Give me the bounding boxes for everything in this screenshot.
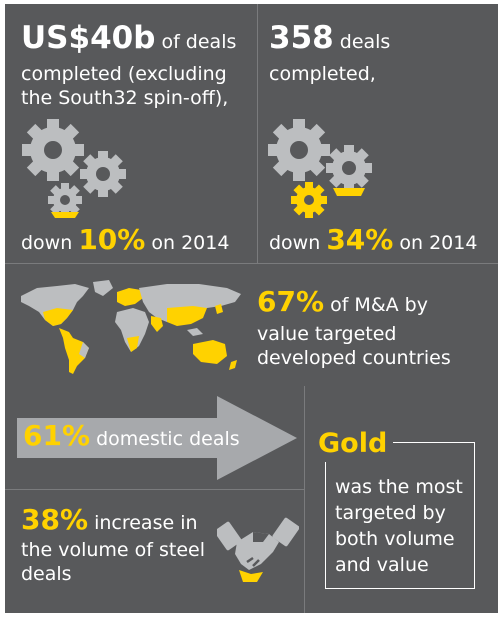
developed-highlight: 67% bbox=[257, 285, 325, 318]
stat-steel-text: 38% increase in the volume of steel deal… bbox=[21, 506, 221, 586]
divider-vertical-bottom bbox=[304, 386, 305, 613]
developed-line3: developed countries bbox=[257, 347, 451, 369]
world-map-icon bbox=[21, 280, 241, 374]
deal-value-line3: the South32 spin-off), bbox=[21, 87, 229, 109]
infographic-panel: US$40b of deals completed (excluding the… bbox=[5, 4, 498, 613]
gold-highlight: Gold bbox=[318, 428, 388, 459]
developed-line1: of M&A by bbox=[324, 294, 428, 316]
gold-line2: targeted by bbox=[335, 502, 446, 524]
stat-gold-text: was the most targeted by both volume and… bbox=[335, 474, 471, 578]
deal-count-change: down 34% on 2014 bbox=[269, 226, 478, 255]
gold-bracket-right bbox=[474, 442, 475, 589]
deal-count-change-prefix: down bbox=[269, 232, 327, 254]
deal-value-line1: of deals bbox=[155, 31, 237, 53]
steel-highlight: 38% bbox=[21, 503, 89, 536]
stat-domestic-text: 61% domestic deals bbox=[23, 422, 240, 451]
gold-line1: was the most bbox=[335, 476, 463, 498]
deal-value-change-prefix: down bbox=[21, 232, 79, 254]
stat-deal-count-text: 358 deals completed, bbox=[269, 23, 494, 86]
steel-line2: the volume of steel bbox=[21, 539, 206, 561]
gold-heading: Gold bbox=[318, 428, 387, 459]
deal-count-change-suffix: on 2014 bbox=[393, 232, 478, 254]
arrow-icon bbox=[17, 396, 297, 480]
gold-bracket-bottom bbox=[325, 588, 475, 589]
steel-line3: deals bbox=[21, 563, 72, 585]
steel-line1: increase in bbox=[88, 512, 198, 534]
deal-value-change-suffix: on 2014 bbox=[145, 232, 230, 254]
gold-bracket-left bbox=[325, 462, 326, 589]
deal-count-line2: completed, bbox=[269, 63, 376, 85]
gold-line4: and value bbox=[335, 554, 429, 576]
deal-count-line1: deals bbox=[333, 31, 391, 53]
divider-vertical-top bbox=[257, 4, 258, 263]
gears-icon bbox=[268, 119, 372, 218]
stat-deal-value-text: US$40b of deals completed (excluding the… bbox=[21, 23, 253, 110]
gears-icon bbox=[22, 119, 126, 226]
deal-value-highlight: US$40b bbox=[21, 20, 156, 56]
domestic-text: domestic deals bbox=[90, 428, 240, 450]
deal-value-change-value: 10% bbox=[78, 223, 146, 256]
domestic-highlight: 61% bbox=[23, 419, 91, 452]
gold-line3: both volume bbox=[335, 528, 455, 550]
gold-bracket-top bbox=[393, 442, 475, 443]
deal-count-change-value: 34% bbox=[326, 223, 394, 256]
handshake-icon bbox=[217, 517, 299, 582]
deal-value-line2: completed (excluding bbox=[21, 63, 227, 85]
divider-horizontal-bottom bbox=[5, 489, 304, 490]
developed-line2: value targeted bbox=[257, 323, 397, 345]
stat-developed-text: 67% of M&A by value targeted developed c… bbox=[257, 288, 493, 370]
deal-value-change: down 10% on 2014 bbox=[21, 226, 230, 255]
deal-count-highlight: 358 bbox=[269, 20, 334, 56]
divider-horizontal-top bbox=[5, 263, 498, 264]
